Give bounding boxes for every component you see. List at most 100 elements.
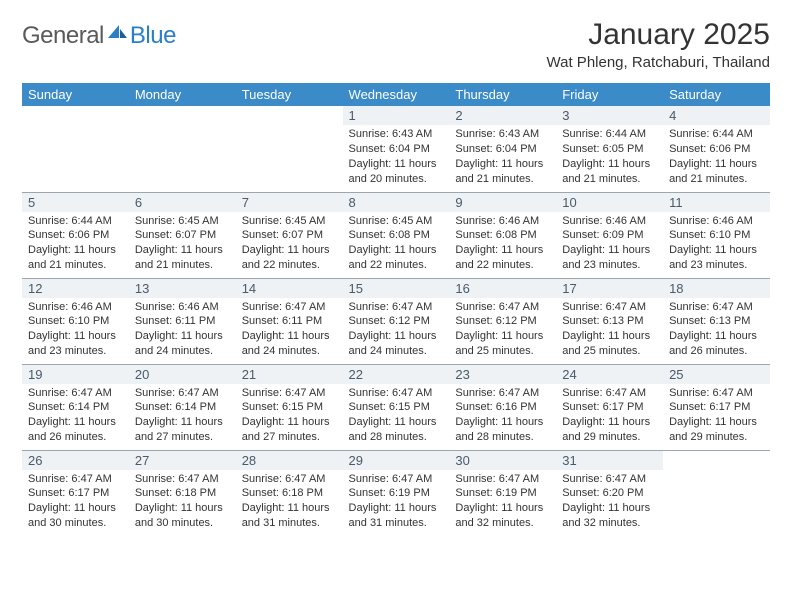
logo-sail-icon bbox=[108, 23, 128, 44]
weekday-header-row: Sunday Monday Tuesday Wednesday Thursday… bbox=[22, 83, 770, 106]
logo-text-blue: Blue bbox=[130, 22, 176, 50]
day-number: 15 bbox=[343, 279, 450, 298]
day-number: 26 bbox=[22, 451, 129, 470]
day-number: 11 bbox=[663, 193, 770, 212]
day-details: Sunrise: 6:47 AMSunset: 6:15 PMDaylight:… bbox=[236, 384, 343, 449]
day-number: 7 bbox=[236, 193, 343, 212]
day-details: Sunrise: 6:47 AMSunset: 6:17 PMDaylight:… bbox=[556, 384, 663, 449]
day-number: 18 bbox=[663, 279, 770, 298]
day-details: Sunrise: 6:47 AMSunset: 6:13 PMDaylight:… bbox=[556, 298, 663, 363]
calendar-day-cell: 21Sunrise: 6:47 AMSunset: 6:15 PMDayligh… bbox=[236, 364, 343, 450]
calendar-week-row: 5Sunrise: 6:44 AMSunset: 6:06 PMDaylight… bbox=[22, 192, 770, 278]
calendar-day-cell: 17Sunrise: 6:47 AMSunset: 6:13 PMDayligh… bbox=[556, 278, 663, 364]
day-number: 10 bbox=[556, 193, 663, 212]
calendar-week-row: 19Sunrise: 6:47 AMSunset: 6:14 PMDayligh… bbox=[22, 364, 770, 450]
calendar-day-cell bbox=[236, 106, 343, 192]
day-details: Sunrise: 6:47 AMSunset: 6:14 PMDaylight:… bbox=[129, 384, 236, 449]
weekday-header: Monday bbox=[129, 83, 236, 106]
calendar-day-cell: 29Sunrise: 6:47 AMSunset: 6:19 PMDayligh… bbox=[343, 450, 450, 536]
calendar-week-row: 12Sunrise: 6:46 AMSunset: 6:10 PMDayligh… bbox=[22, 278, 770, 364]
calendar-day-cell: 1Sunrise: 6:43 AMSunset: 6:04 PMDaylight… bbox=[343, 106, 450, 192]
day-number: 1 bbox=[343, 106, 450, 125]
day-details: Sunrise: 6:44 AMSunset: 6:06 PMDaylight:… bbox=[663, 125, 770, 190]
calendar-day-cell: 15Sunrise: 6:47 AMSunset: 6:12 PMDayligh… bbox=[343, 278, 450, 364]
calendar-table: Sunday Monday Tuesday Wednesday Thursday… bbox=[22, 83, 770, 536]
day-details: Sunrise: 6:46 AMSunset: 6:10 PMDaylight:… bbox=[663, 212, 770, 277]
day-details: Sunrise: 6:45 AMSunset: 6:07 PMDaylight:… bbox=[236, 212, 343, 277]
calendar-day-cell: 14Sunrise: 6:47 AMSunset: 6:11 PMDayligh… bbox=[236, 278, 343, 364]
day-details: Sunrise: 6:47 AMSunset: 6:12 PMDaylight:… bbox=[449, 298, 556, 363]
day-number: 4 bbox=[663, 106, 770, 125]
day-details: Sunrise: 6:47 AMSunset: 6:19 PMDaylight:… bbox=[449, 470, 556, 535]
day-number: 31 bbox=[556, 451, 663, 470]
calendar-day-cell: 2Sunrise: 6:43 AMSunset: 6:04 PMDaylight… bbox=[449, 106, 556, 192]
day-number: 22 bbox=[343, 365, 450, 384]
day-details: Sunrise: 6:44 AMSunset: 6:05 PMDaylight:… bbox=[556, 125, 663, 190]
calendar-day-cell bbox=[663, 450, 770, 536]
calendar-day-cell: 3Sunrise: 6:44 AMSunset: 6:05 PMDaylight… bbox=[556, 106, 663, 192]
calendar-day-cell: 6Sunrise: 6:45 AMSunset: 6:07 PMDaylight… bbox=[129, 192, 236, 278]
day-number: 8 bbox=[343, 193, 450, 212]
logo-text-general: General bbox=[22, 22, 104, 50]
weekday-header: Saturday bbox=[663, 83, 770, 106]
day-number: 25 bbox=[663, 365, 770, 384]
day-number: 14 bbox=[236, 279, 343, 298]
day-number: 21 bbox=[236, 365, 343, 384]
day-number: 23 bbox=[449, 365, 556, 384]
day-number: 30 bbox=[449, 451, 556, 470]
day-details: Sunrise: 6:46 AMSunset: 6:11 PMDaylight:… bbox=[129, 298, 236, 363]
day-details: Sunrise: 6:45 AMSunset: 6:08 PMDaylight:… bbox=[343, 212, 450, 277]
day-number: 12 bbox=[22, 279, 129, 298]
header: General Blue January 2025 Wat Phleng, Ra… bbox=[22, 18, 770, 77]
calendar-day-cell bbox=[22, 106, 129, 192]
day-details: Sunrise: 6:47 AMSunset: 6:19 PMDaylight:… bbox=[343, 470, 450, 535]
calendar-day-cell: 10Sunrise: 6:46 AMSunset: 6:09 PMDayligh… bbox=[556, 192, 663, 278]
day-details: Sunrise: 6:47 AMSunset: 6:18 PMDaylight:… bbox=[129, 470, 236, 535]
calendar-day-cell: 5Sunrise: 6:44 AMSunset: 6:06 PMDaylight… bbox=[22, 192, 129, 278]
day-details: Sunrise: 6:47 AMSunset: 6:11 PMDaylight:… bbox=[236, 298, 343, 363]
calendar-day-cell: 12Sunrise: 6:46 AMSunset: 6:10 PMDayligh… bbox=[22, 278, 129, 364]
day-details: Sunrise: 6:47 AMSunset: 6:18 PMDaylight:… bbox=[236, 470, 343, 535]
day-details: Sunrise: 6:47 AMSunset: 6:12 PMDaylight:… bbox=[343, 298, 450, 363]
weekday-header: Tuesday bbox=[236, 83, 343, 106]
calendar-day-cell: 27Sunrise: 6:47 AMSunset: 6:18 PMDayligh… bbox=[129, 450, 236, 536]
weekday-header: Friday bbox=[556, 83, 663, 106]
day-number: 19 bbox=[22, 365, 129, 384]
day-details: Sunrise: 6:47 AMSunset: 6:20 PMDaylight:… bbox=[556, 470, 663, 535]
weekday-header: Thursday bbox=[449, 83, 556, 106]
day-details: Sunrise: 6:43 AMSunset: 6:04 PMDaylight:… bbox=[343, 125, 450, 190]
calendar-day-cell: 16Sunrise: 6:47 AMSunset: 6:12 PMDayligh… bbox=[449, 278, 556, 364]
title-block: January 2025 Wat Phleng, Ratchaburi, Tha… bbox=[547, 18, 770, 77]
calendar-day-cell: 26Sunrise: 6:47 AMSunset: 6:17 PMDayligh… bbox=[22, 450, 129, 536]
day-details: Sunrise: 6:47 AMSunset: 6:17 PMDaylight:… bbox=[22, 470, 129, 535]
calendar-day-cell: 24Sunrise: 6:47 AMSunset: 6:17 PMDayligh… bbox=[556, 364, 663, 450]
day-details: Sunrise: 6:47 AMSunset: 6:15 PMDaylight:… bbox=[343, 384, 450, 449]
day-details: Sunrise: 6:44 AMSunset: 6:06 PMDaylight:… bbox=[22, 212, 129, 277]
day-number: 5 bbox=[22, 193, 129, 212]
calendar-day-cell: 18Sunrise: 6:47 AMSunset: 6:13 PMDayligh… bbox=[663, 278, 770, 364]
day-number: 27 bbox=[129, 451, 236, 470]
calendar-day-cell: 7Sunrise: 6:45 AMSunset: 6:07 PMDaylight… bbox=[236, 192, 343, 278]
calendar-day-cell: 13Sunrise: 6:46 AMSunset: 6:11 PMDayligh… bbox=[129, 278, 236, 364]
calendar-day-cell: 30Sunrise: 6:47 AMSunset: 6:19 PMDayligh… bbox=[449, 450, 556, 536]
calendar-day-cell: 23Sunrise: 6:47 AMSunset: 6:16 PMDayligh… bbox=[449, 364, 556, 450]
day-details: Sunrise: 6:47 AMSunset: 6:13 PMDaylight:… bbox=[663, 298, 770, 363]
logo: General Blue bbox=[22, 18, 176, 50]
day-number: 2 bbox=[449, 106, 556, 125]
day-details: Sunrise: 6:46 AMSunset: 6:10 PMDaylight:… bbox=[22, 298, 129, 363]
calendar-day-cell: 9Sunrise: 6:46 AMSunset: 6:08 PMDaylight… bbox=[449, 192, 556, 278]
calendar-day-cell: 4Sunrise: 6:44 AMSunset: 6:06 PMDaylight… bbox=[663, 106, 770, 192]
weekday-header: Sunday bbox=[22, 83, 129, 106]
day-number: 9 bbox=[449, 193, 556, 212]
calendar-day-cell: 28Sunrise: 6:47 AMSunset: 6:18 PMDayligh… bbox=[236, 450, 343, 536]
day-number: 16 bbox=[449, 279, 556, 298]
calendar-day-cell: 20Sunrise: 6:47 AMSunset: 6:14 PMDayligh… bbox=[129, 364, 236, 450]
day-number: 13 bbox=[129, 279, 236, 298]
day-details: Sunrise: 6:47 AMSunset: 6:17 PMDaylight:… bbox=[663, 384, 770, 449]
day-number: 28 bbox=[236, 451, 343, 470]
day-details: Sunrise: 6:46 AMSunset: 6:08 PMDaylight:… bbox=[449, 212, 556, 277]
day-number: 20 bbox=[129, 365, 236, 384]
day-details: Sunrise: 6:46 AMSunset: 6:09 PMDaylight:… bbox=[556, 212, 663, 277]
calendar-day-cell: 22Sunrise: 6:47 AMSunset: 6:15 PMDayligh… bbox=[343, 364, 450, 450]
day-number: 29 bbox=[343, 451, 450, 470]
